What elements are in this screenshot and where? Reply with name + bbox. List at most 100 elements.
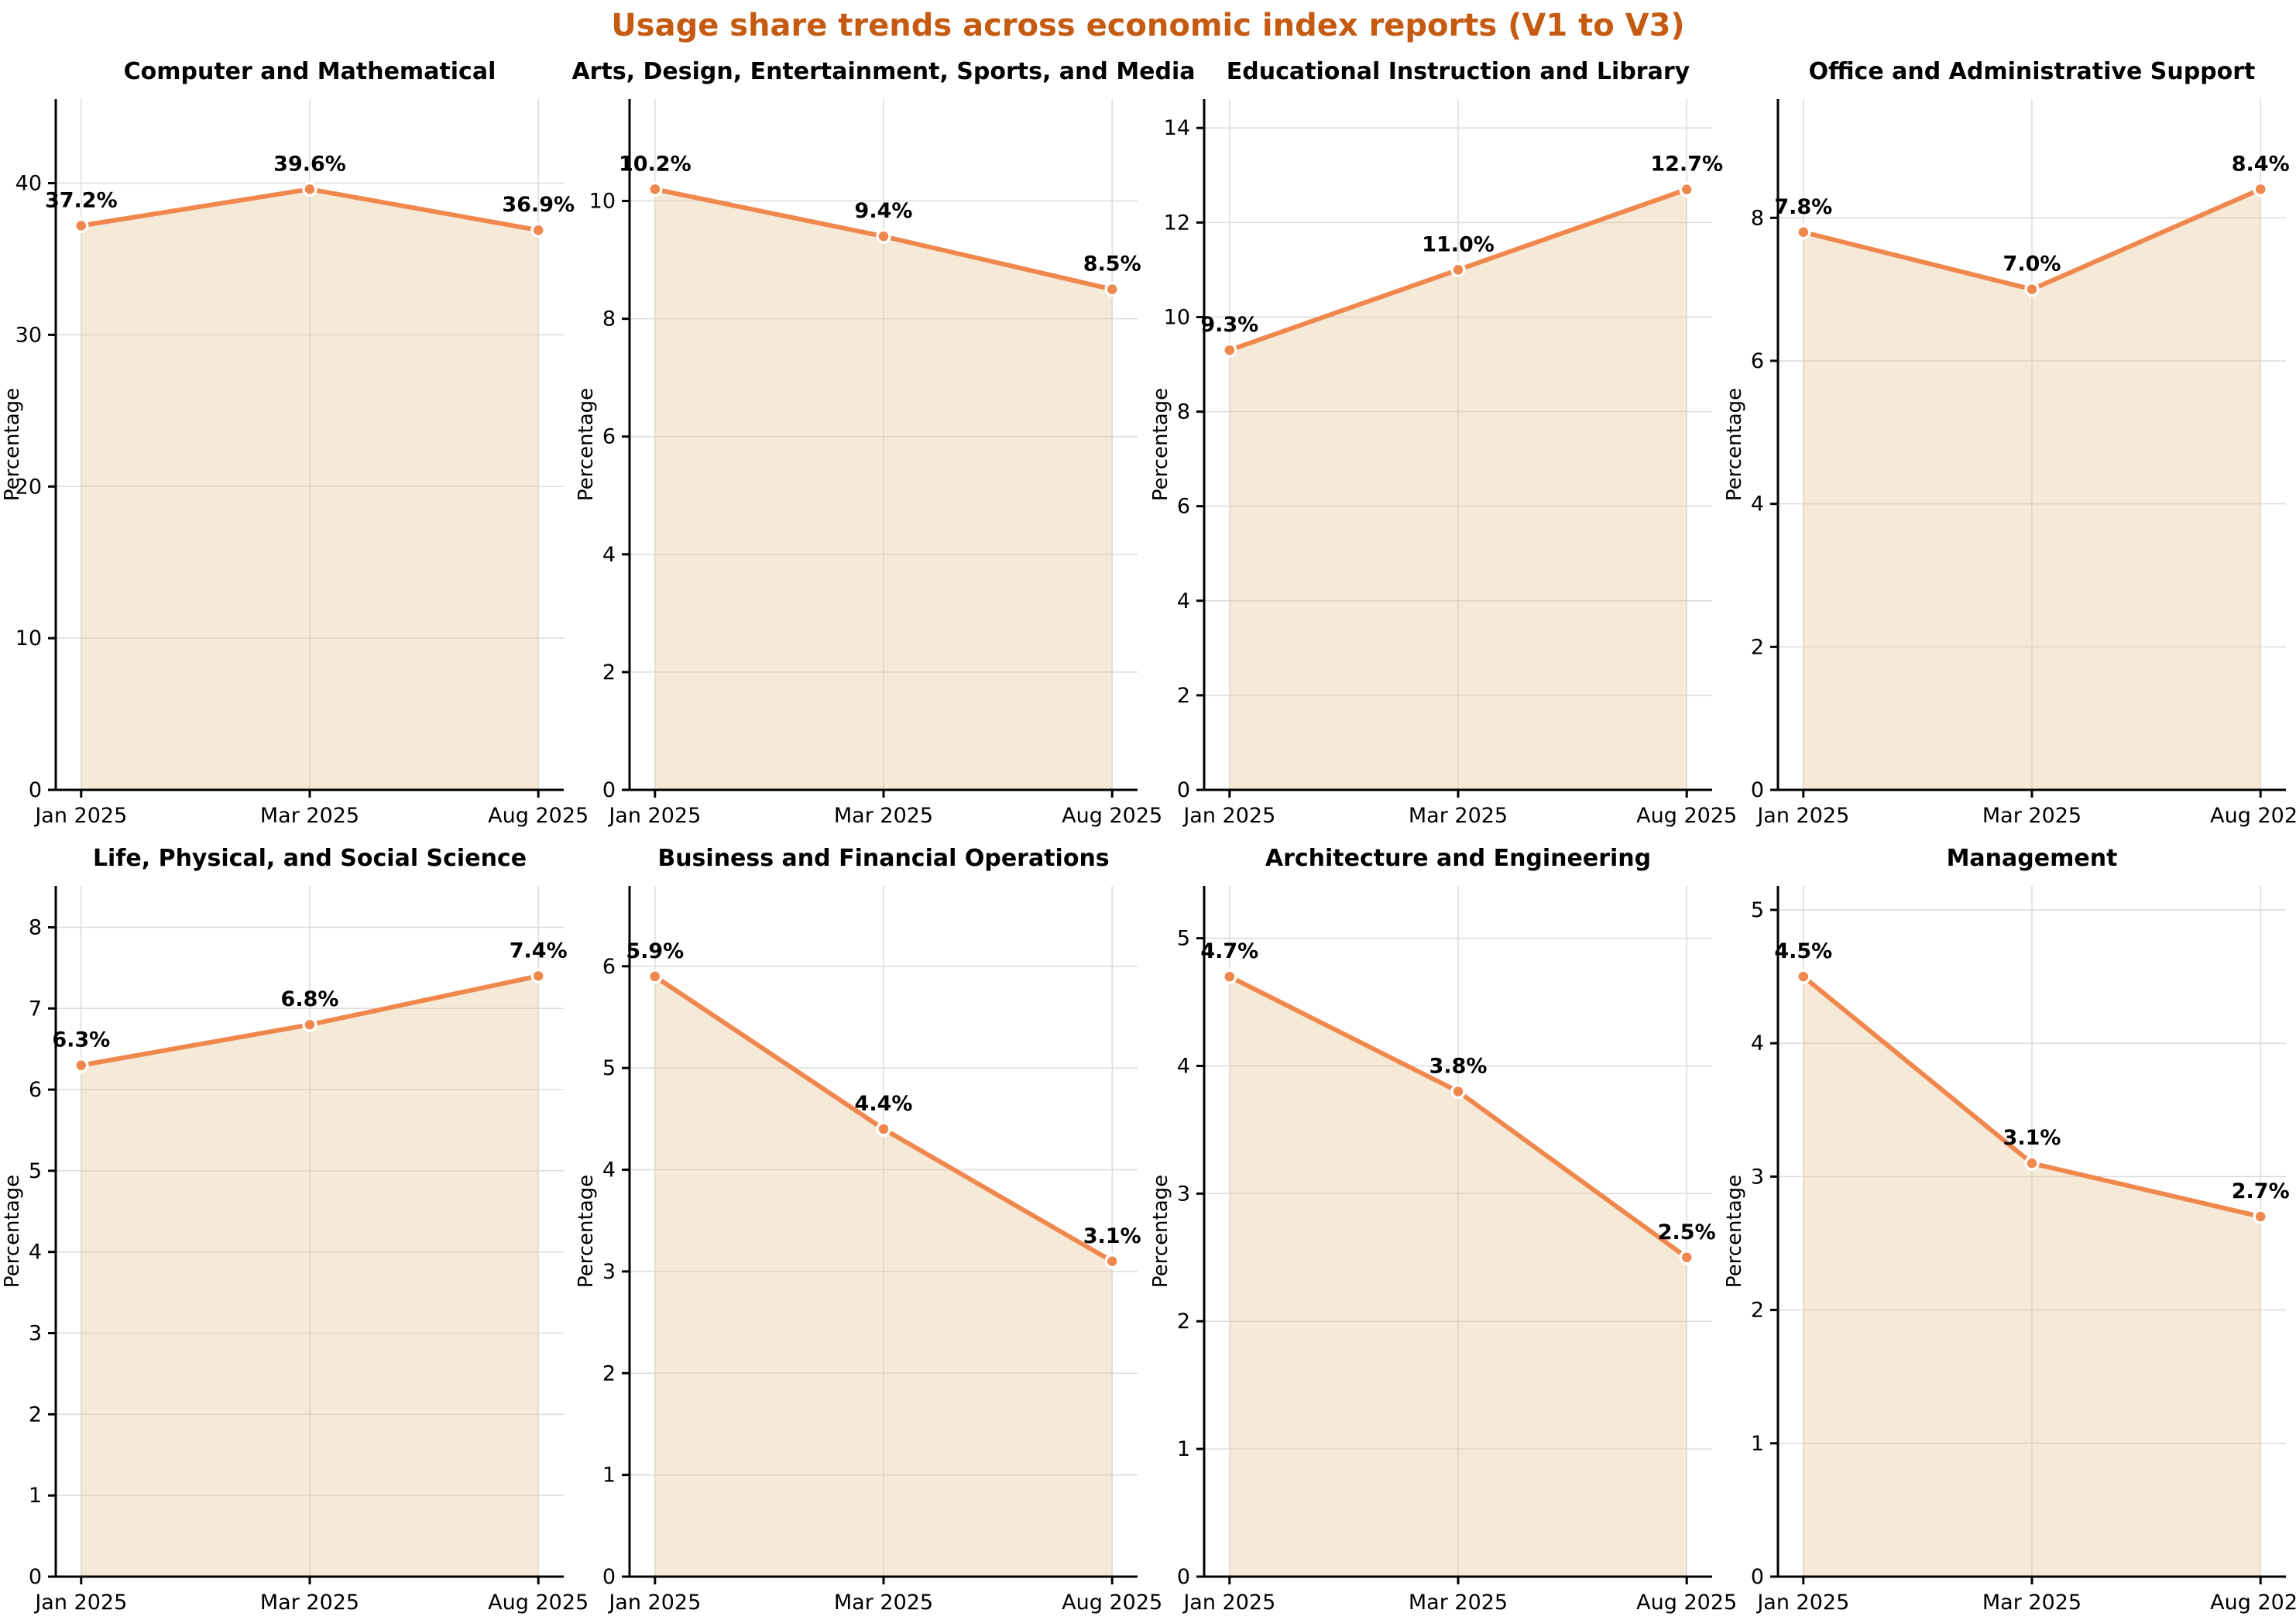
y-tick-label: 8 (1176, 400, 1189, 424)
subplot-cell-life-physical-social-science: 6.3% 6.8% 7.4% 0 1 2 3 4 5 6 7 8 Jan 2025 Mar 2025 Aug… (0, 833, 589, 1620)
y-tick-label: 6 (1751, 349, 1764, 373)
x-tick-label: Mar 2025 (1408, 804, 1507, 828)
y-tick-label: 10 (15, 626, 42, 650)
y-tick-label: 4 (1751, 493, 1764, 517)
data-point-marker (74, 1057, 89, 1073)
page-header: Usage share trends across economic index… (0, 0, 2296, 46)
chart-svg-5: 5.9% 4.4% 3.1% 0 1 2 3 4 5 6 Jan 2025 Mar 2025 Aug 2… (575, 845, 1162, 1615)
data-label: 3.1% (1083, 1224, 1141, 1248)
y-axis-label: Percentage (1723, 388, 1746, 501)
y-tick-label: 5 (1751, 898, 1764, 922)
subplot-title: Educational Instruction and Library (1226, 58, 1690, 85)
data-label: 7.8% (1774, 195, 1832, 219)
y-tick-label: 0 (29, 778, 42, 802)
data-point-marker (876, 1121, 891, 1137)
x-tick-label: Mar 2025 (1982, 1591, 2082, 1615)
y-tick-label: 40 (15, 172, 42, 196)
data-label: 7.4% (510, 939, 568, 963)
data-label: 39.6% (273, 152, 346, 176)
data-label: 2.5% (1657, 1220, 1715, 1244)
y-tick-label: 4 (602, 543, 616, 567)
y-tick-label: 0 (29, 1565, 42, 1589)
area-fill (1803, 189, 2260, 790)
y-tick-label: 3 (1176, 1182, 1189, 1206)
chart-svg-6: 4.7% 3.8% 2.5% 0 1 2 3 4 5 Jan 2025 Mar 2025 Aug 20… (1149, 845, 1737, 1615)
y-tick-label: 0 (602, 1565, 616, 1589)
x-tick-label: Aug 2025 (1062, 1591, 1162, 1615)
data-point-marker (1104, 1254, 1121, 1269)
y-tick-label: 14 (1163, 116, 1189, 140)
data-label: 6.8% (281, 987, 339, 1011)
subplot-cell-office-administrative-support: 7.8% 7.0% 8.4% 0 2 4 6 8 Jan 2025 Mar 2025 Aug 202… (1722, 46, 2296, 833)
x-tick-label: Aug 2025 (488, 1591, 589, 1615)
data-point-marker (1795, 225, 1811, 240)
y-tick-label: 7 (29, 997, 42, 1021)
data-point-marker (1104, 281, 1121, 297)
y-tick-label: 20 (15, 475, 42, 499)
data-point-marker (2253, 181, 2268, 197)
y-tick-label: 2 (1176, 1309, 1189, 1333)
data-label: 3.8% (1429, 1054, 1487, 1078)
data-point-marker (647, 969, 663, 984)
data-point-marker (1450, 1083, 1466, 1100)
y-tick-label: 8 (602, 307, 616, 331)
chart-svg-3: 7.8% 7.0% 8.4% 0 2 4 6 8 Jan 2025 Mar 2025 Aug 202… (1723, 58, 2296, 828)
y-tick-label: 2 (1751, 1299, 1764, 1323)
x-tick-label: Mar 2025 (260, 1591, 359, 1615)
x-tick-label: Jan 2025 (1182, 1591, 1275, 1615)
data-label: 12.7% (1650, 153, 1723, 177)
data-point-marker (1450, 262, 1466, 278)
y-tick-label: 5 (1176, 927, 1189, 951)
area-fill (1803, 976, 2260, 1577)
y-tick-label: 10 (589, 190, 616, 214)
subplot-title: Arts, Design, Entertainment, Sports, and… (572, 58, 1196, 85)
data-label: 37.2% (45, 188, 118, 212)
area-fill (1229, 976, 1687, 1577)
area-fill (655, 976, 1113, 1577)
data-label: 9.3% (1200, 313, 1258, 337)
y-tick-label: 6 (602, 425, 616, 449)
subplot-cell-arts-design-entertainment-sports-media: 10.2% 9.4% 8.5% 0 2 4 6 8 10 Jan 2025 Mar 2025 Aug … (572, 46, 1196, 833)
y-axis-label: Percentage (1149, 388, 1172, 501)
subplot-title: Office and Administrative Support (1808, 58, 2255, 85)
subplot-cell-architecture-engineering: 4.7% 3.8% 2.5% 0 1 2 3 4 5 Jan 2025 Mar 2025 Aug 20… (1148, 833, 1737, 1620)
y-axis-label: Percentage (1149, 1175, 1172, 1288)
data-point-marker (1795, 969, 1811, 984)
data-point-marker (530, 968, 546, 984)
data-point-marker (530, 222, 546, 238)
y-tick-label: 0 (1176, 1565, 1189, 1589)
y-tick-label: 12 (1163, 211, 1189, 235)
x-tick-label: Mar 2025 (260, 804, 359, 828)
x-tick-label: Jan 2025 (1182, 804, 1275, 828)
y-tick-label: 5 (602, 1056, 616, 1080)
y-tick-label: 0 (602, 778, 616, 802)
y-tick-label: 3 (1751, 1165, 1764, 1189)
y-tick-label: 8 (1751, 206, 1764, 230)
x-tick-label: Jan 2025 (33, 804, 127, 828)
y-tick-label: 2 (1176, 684, 1189, 708)
data-label: 5.9% (626, 939, 685, 963)
y-tick-label: 0 (1176, 778, 1189, 802)
subplot-title: Management (1946, 845, 2117, 872)
data-label: 8.4% (2232, 152, 2290, 176)
chart-svg-2: 9.3% 11.0% 12.7% 0 2 4 6 8 10 12 14 Jan 2025 Mar 202… (1149, 58, 1737, 828)
x-tick-label: Mar 2025 (834, 1591, 933, 1615)
y-tick-label: 5 (29, 1159, 42, 1183)
subplot-cell-educational-instruction-library: 9.3% 11.0% 12.7% 0 2 4 6 8 10 12 14 Jan 2025 Mar 202… (1148, 46, 1737, 833)
area-fill (81, 189, 539, 790)
data-label: 4.5% (1774, 939, 1832, 963)
data-point-marker (647, 181, 663, 197)
data-point-marker (302, 1017, 317, 1032)
y-tick-label: 2 (602, 1361, 616, 1385)
y-axis-label: Percentage (1, 1175, 24, 1288)
x-tick-label: Mar 2025 (1982, 804, 2082, 828)
subplot-title: Business and Financial Operations (658, 845, 1110, 872)
area-fill (1229, 189, 1687, 790)
y-tick-label: 1 (1751, 1432, 1764, 1456)
x-tick-label: Jan 2025 (1755, 1591, 1849, 1615)
area-fill (81, 976, 539, 1577)
data-label: 3.1% (2003, 1126, 2061, 1150)
data-point-marker (2253, 1209, 2268, 1224)
y-tick-label: 4 (1176, 1054, 1189, 1078)
x-tick-label: Mar 2025 (834, 804, 933, 828)
